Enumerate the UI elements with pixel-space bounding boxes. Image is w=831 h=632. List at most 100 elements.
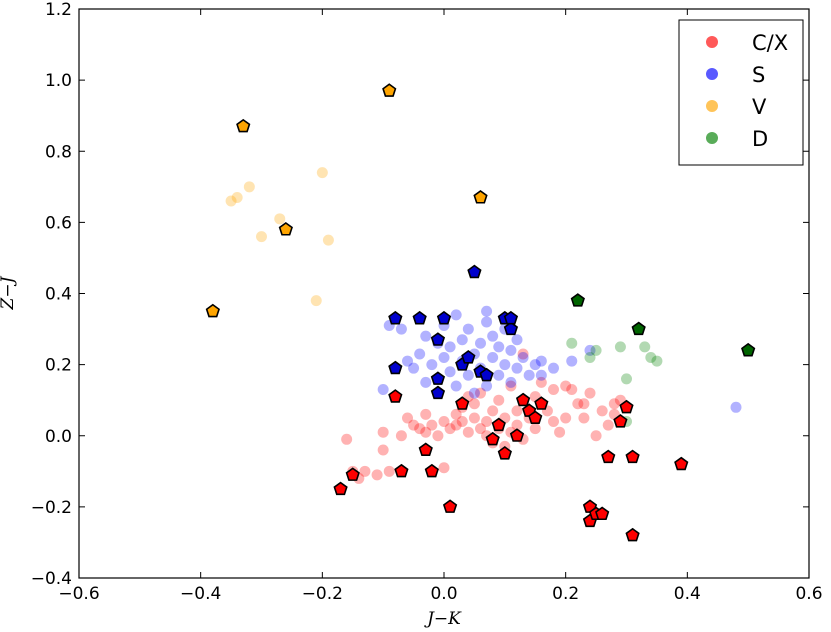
point-cx-39 xyxy=(505,380,517,392)
point-s-41 xyxy=(535,355,547,367)
point-s-25 xyxy=(481,316,493,328)
highlight-point-0-0 xyxy=(333,481,348,496)
highlight-point-2-3 xyxy=(382,83,397,97)
point-s-28 xyxy=(487,352,499,364)
point-cx-28 xyxy=(475,423,486,435)
point-s-13 xyxy=(444,366,456,378)
point-cx-47 xyxy=(535,376,547,388)
y-axis-label: Z−J xyxy=(0,275,18,310)
point-s-8 xyxy=(426,359,438,371)
y-tick-label: 0.2 xyxy=(45,356,72,376)
legend: C/X SVD xyxy=(678,19,804,166)
highlight-point-0-14 xyxy=(528,410,543,425)
highlight-point-0-3 xyxy=(394,463,409,478)
highlight-point-2-1 xyxy=(236,118,251,133)
point-d-7 xyxy=(651,355,663,367)
highlight-point-0-6 xyxy=(442,499,458,513)
point-d-0 xyxy=(566,337,578,349)
point-cx-9 xyxy=(395,430,407,442)
point-s-36 xyxy=(511,362,523,374)
point-cx-11 xyxy=(408,419,420,431)
point-d-4 xyxy=(621,373,632,385)
highlight-point-1-4 xyxy=(430,371,446,385)
highlight-point-0-9 xyxy=(491,417,506,432)
y-tick-label: 0.0 xyxy=(45,427,72,447)
point-cx-25 xyxy=(462,426,474,438)
y-tick-label: −0.2 xyxy=(31,498,72,518)
point-s-32 xyxy=(499,359,511,371)
point-cx-60 xyxy=(596,405,608,417)
highlight-point-1-6 xyxy=(436,310,452,325)
point-s-34 xyxy=(505,376,517,388)
point-cx-5 xyxy=(377,444,389,456)
point-d-3 xyxy=(614,341,626,353)
point-s-3 xyxy=(402,355,413,367)
highlight-point-2-2 xyxy=(278,222,293,236)
point-s-5 xyxy=(414,348,426,360)
legend-marker-v xyxy=(706,100,718,112)
point-v-5 xyxy=(310,295,322,307)
legend-label-s: S xyxy=(752,63,765,87)
legend-frame xyxy=(678,19,804,166)
point-cx-15 xyxy=(426,419,438,431)
point-v-0 xyxy=(225,195,237,207)
highlight-point-0-5 xyxy=(424,463,439,478)
highlight-point-2-4 xyxy=(473,189,488,204)
highlight-point-3-1 xyxy=(631,321,646,336)
point-d-5 xyxy=(639,341,651,353)
highlight-point-3-0 xyxy=(570,293,585,307)
point-cx-14 xyxy=(420,426,432,438)
point-cx-32 xyxy=(487,405,499,417)
x-tick-label: −0.2 xyxy=(302,584,343,604)
point-cx-58 xyxy=(584,387,596,399)
point-s-20 xyxy=(462,323,474,335)
y-tick-label: 1.0 xyxy=(45,71,72,91)
point-s-37 xyxy=(511,334,523,346)
point-cx-12 xyxy=(414,423,426,435)
x-tick-label: 0.6 xyxy=(795,584,822,604)
point-cx-21 xyxy=(450,419,462,431)
point-cx-49 xyxy=(548,416,559,428)
point-v-2 xyxy=(243,181,255,193)
legend-marker-cx xyxy=(706,36,718,48)
point-cx-7 xyxy=(383,465,395,477)
x-tick-label: 0.0 xyxy=(430,584,457,604)
point-s-0 xyxy=(377,384,389,396)
point-cx-41 xyxy=(511,405,523,417)
point-cx-62 xyxy=(608,398,620,410)
point-cx-51 xyxy=(554,426,566,438)
highlight-point-1-0 xyxy=(388,310,403,325)
x-tick-label: 0.2 xyxy=(552,584,579,604)
point-cx-19 xyxy=(444,423,456,435)
point-s-31 xyxy=(493,341,505,353)
y-tick-label: 0.4 xyxy=(45,285,72,305)
point-cx-59 xyxy=(590,430,602,442)
point-cx-6 xyxy=(377,426,389,438)
point-cx-52 xyxy=(560,380,572,392)
highlight-point-0-25 xyxy=(674,456,689,471)
point-cx-35 xyxy=(493,394,505,406)
point-s-4 xyxy=(408,362,420,374)
point-cx-55 xyxy=(572,398,584,410)
point-cx-20 xyxy=(450,408,462,420)
point-s-35 xyxy=(505,344,517,356)
highlight-point-1-3 xyxy=(430,332,446,346)
point-s-44 xyxy=(566,355,578,367)
y-tick-label: 0.6 xyxy=(45,213,72,233)
highlight-point-1-13 xyxy=(503,321,519,336)
highlight-point-0-1 xyxy=(345,467,360,481)
point-cx-56 xyxy=(578,412,590,424)
y-tick-label: −0.4 xyxy=(31,569,72,589)
x-tick-label: 0.4 xyxy=(674,584,701,604)
highlight-point-0-12 xyxy=(515,392,531,407)
point-v-6 xyxy=(316,167,328,179)
point-d-1 xyxy=(584,352,596,364)
x-axis-label: J−K xyxy=(424,609,462,628)
point-cx-13 xyxy=(420,408,432,420)
point-cx-40 xyxy=(511,419,523,431)
point-cx-4 xyxy=(371,469,383,481)
point-s-45 xyxy=(584,344,596,356)
highlight-point-0-2 xyxy=(388,389,403,403)
point-cx-29 xyxy=(475,387,486,399)
